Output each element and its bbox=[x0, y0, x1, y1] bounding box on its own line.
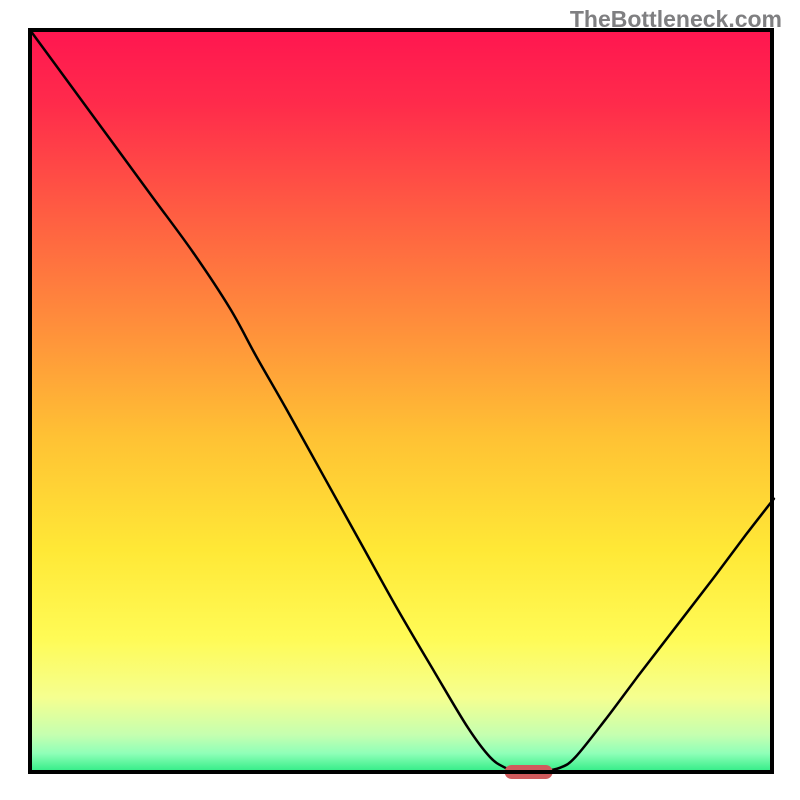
plot-background bbox=[30, 30, 772, 772]
bottleneck-chart bbox=[0, 0, 800, 800]
watermark-text: TheBottleneck.com bbox=[570, 6, 782, 33]
